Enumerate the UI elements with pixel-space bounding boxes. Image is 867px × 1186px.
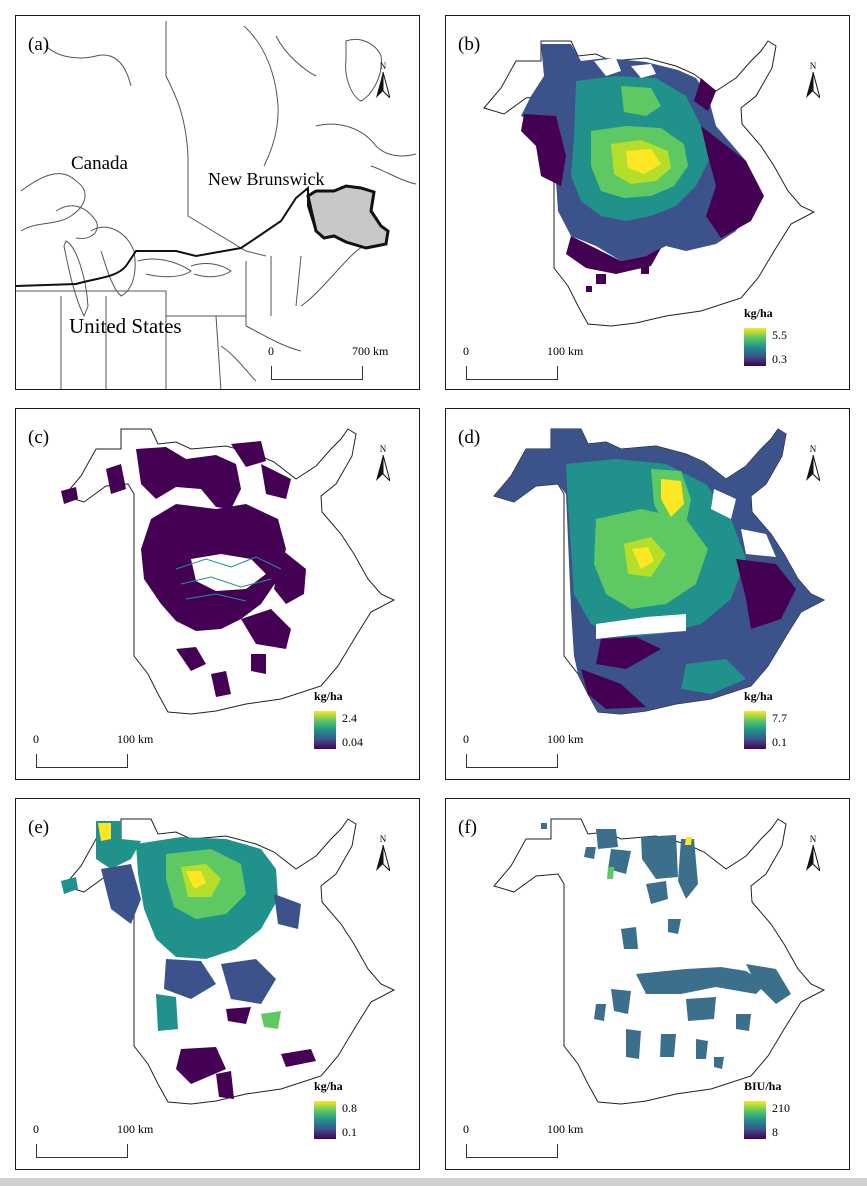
panel-label: (b) xyxy=(458,34,481,55)
scale-bar-end: 700 km xyxy=(352,344,389,358)
legend-title: kg/ha xyxy=(314,1079,343,1093)
new-brunswick-province xyxy=(306,184,390,250)
north-arrow: N xyxy=(802,444,824,481)
legend-max: 2.4 xyxy=(342,711,357,725)
panel-label: (a) xyxy=(28,34,50,55)
north-arrow-icon xyxy=(806,455,820,481)
legend-max: 0.8 xyxy=(342,1101,357,1115)
legend: BIU/ha 210 8 xyxy=(744,1079,824,1139)
scale-bar-start: 0 xyxy=(268,344,274,358)
scale-bar-start: 0 xyxy=(33,1122,39,1136)
panel-b-map: (b) N kg/ha 5.5 0.3 0 100 km xyxy=(445,15,850,390)
raster-f xyxy=(541,823,791,1069)
legend-color-ramp xyxy=(744,711,766,749)
scale-bar: 0 100 km xyxy=(33,1122,153,1158)
north-arrow-label: N xyxy=(809,444,817,454)
legend-title: kg/ha xyxy=(744,306,773,320)
place-label-canada: Canada xyxy=(71,153,128,174)
legend-min: 8 xyxy=(772,1125,778,1139)
legend-min: 0.1 xyxy=(342,1125,357,1139)
scale-bar-end: 100 km xyxy=(547,732,584,746)
legend-title: kg/ha xyxy=(744,689,773,703)
panel-a-location-map: (a) Canada New Brunswick United States N… xyxy=(15,15,420,390)
panel-label: (c) xyxy=(28,427,50,448)
scale-bar-start: 0 xyxy=(33,732,39,746)
north-arrow-label: N xyxy=(379,61,387,71)
north-arrow: N xyxy=(802,834,824,871)
province-map-e xyxy=(61,818,396,1105)
place-label-united-states: United States xyxy=(69,314,182,338)
legend-max: 7.7 xyxy=(772,711,787,725)
scale-bar: 0 100 km xyxy=(463,344,583,380)
scale-bar: 0 700 km xyxy=(268,344,388,380)
panel-e-map: (e) N kg/ha 0.8 0.1 0 100 km xyxy=(15,798,420,1170)
panel-label: (e) xyxy=(28,817,50,838)
scale-bar-start: 0 xyxy=(463,732,469,746)
place-label-new-brunswick: New Brunswick xyxy=(208,169,325,189)
panel-c-map: (c) N kg/ha 2.4 0.04 0 100 km xyxy=(15,408,420,780)
province-map-b xyxy=(483,40,816,327)
legend-min: 0.3 xyxy=(772,352,787,366)
raster-e xyxy=(61,821,316,1099)
north-arrow: N xyxy=(372,834,394,871)
scale-bar-end: 100 km xyxy=(117,1122,154,1136)
legend-title: BIU/ha xyxy=(744,1079,782,1093)
legend-color-ramp xyxy=(314,1101,336,1139)
legend-max: 210 xyxy=(772,1101,790,1115)
legend-min: 0.04 xyxy=(342,735,363,749)
scale-bar: 0 100 km xyxy=(463,1122,583,1158)
north-arrow-icon xyxy=(806,845,820,871)
legend: kg/ha 7.7 0.1 xyxy=(744,689,824,749)
north-arrow-label: N xyxy=(809,834,817,844)
legend-title: kg/ha xyxy=(314,689,343,703)
legend-color-ramp xyxy=(314,711,336,749)
scale-bar-end: 100 km xyxy=(547,344,584,358)
scale-bar-start: 0 xyxy=(463,1122,469,1136)
north-arrow-icon xyxy=(376,455,390,481)
raster-f-highlight xyxy=(685,837,692,845)
scale-bar-start: 0 xyxy=(463,344,469,358)
north-arrow-icon xyxy=(376,72,390,98)
north-arrow: N xyxy=(802,61,824,98)
scale-bar: 0 100 km xyxy=(33,732,153,768)
legend: kg/ha 5.5 0.3 xyxy=(744,306,824,366)
legend-min: 0.1 xyxy=(772,735,787,749)
panel-label: (d) xyxy=(458,427,481,448)
legend-max: 5.5 xyxy=(772,328,787,342)
panel-d-map: (d) N kg/ha 7.7 0.1 0 100 km xyxy=(445,408,850,780)
legend: kg/ha 2.4 0.04 xyxy=(314,689,394,749)
scale-bar-end: 100 km xyxy=(117,732,154,746)
north-arrow-icon xyxy=(376,845,390,871)
raster-b xyxy=(521,44,764,292)
province-map-c xyxy=(61,428,396,715)
raster-f-highlight xyxy=(607,867,614,879)
bottom-border xyxy=(0,1178,867,1186)
north-arrow-label: N xyxy=(379,834,387,844)
international-border xyxy=(16,185,335,287)
north-arrow: N xyxy=(372,61,394,98)
location-map xyxy=(16,21,417,389)
north-arrow: N xyxy=(372,444,394,481)
province-map-f xyxy=(493,818,826,1105)
scale-bar-end: 100 km xyxy=(547,1122,584,1136)
north-arrow-icon xyxy=(806,72,820,98)
north-arrow-label: N xyxy=(379,444,387,454)
panel-f-map: (f) N BIU/ha 210 8 0 100 km xyxy=(445,798,850,1170)
raster-c-lines xyxy=(175,556,282,602)
raster-d xyxy=(494,429,824,714)
province-map-d xyxy=(493,428,826,715)
north-arrow-label: N xyxy=(809,61,817,71)
legend-color-ramp xyxy=(744,1101,766,1139)
panel-label: (f) xyxy=(458,817,477,838)
legend-color-ramp xyxy=(744,328,766,366)
scale-bar: 0 100 km xyxy=(463,732,583,768)
legend: kg/ha 0.8 0.1 xyxy=(314,1079,394,1139)
